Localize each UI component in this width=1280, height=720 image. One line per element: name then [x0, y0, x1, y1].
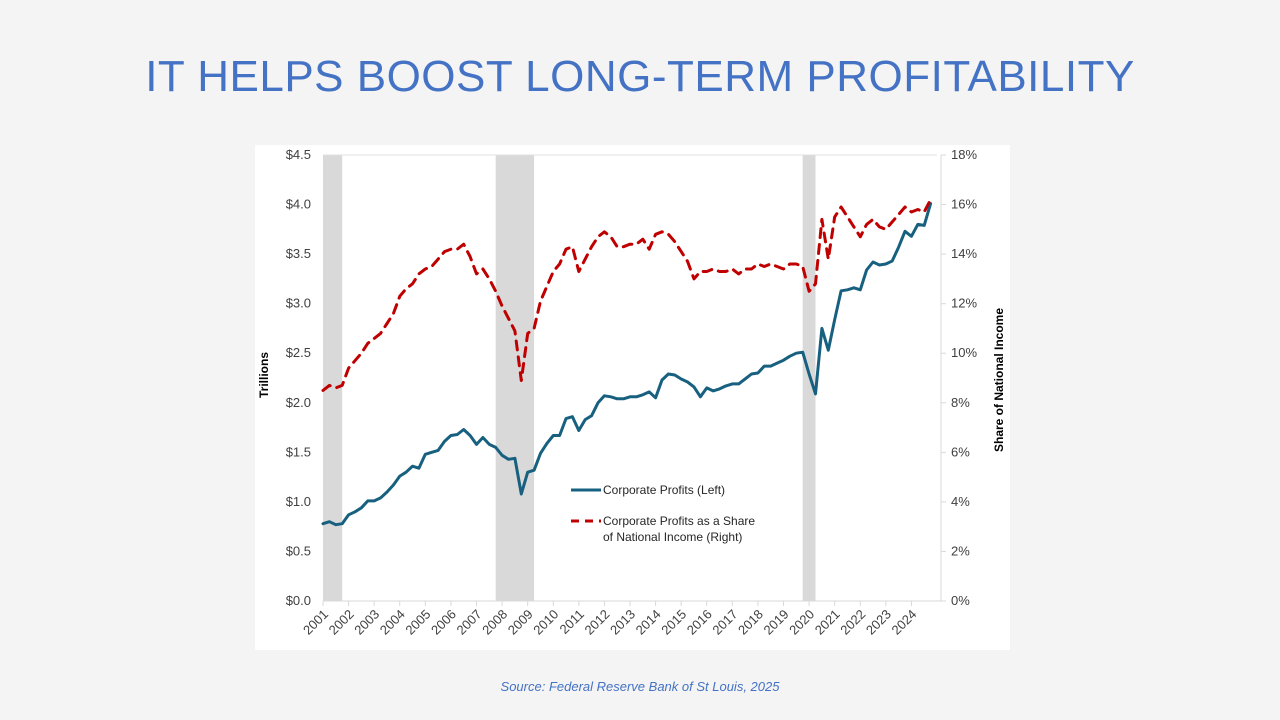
x-tick-label: 2005	[402, 607, 433, 638]
x-tick-label: 2012	[581, 607, 612, 638]
chart-svg: $0.0 $0.5 $1.0 $1.5 $2.0 $2.5 $3.0 $3.5 $4.0 $4.5…	[257, 147, 1006, 638]
x-tick-label: 2018	[735, 607, 766, 638]
x-tick-label: 2011	[557, 607, 587, 637]
left-tick-label: $2.5	[286, 345, 311, 360]
x-tick-label: 2003	[351, 607, 382, 638]
recession-band	[495, 155, 535, 601]
slide-title: IT HELPS BOOST LONG-TERM PROFITABILITY	[145, 52, 1135, 101]
x-tick-label: 2019	[761, 607, 792, 638]
x-tick-label: 2009	[505, 607, 536, 638]
x-tick-label: 2021	[812, 607, 843, 638]
x-tick-label: 2015	[658, 607, 689, 638]
x-tick-label: 2024	[888, 607, 919, 638]
x-tick-label: 2008	[479, 607, 510, 638]
right-tick-label: 0%	[951, 593, 970, 608]
right-tick-label: 14%	[951, 246, 977, 261]
left-tick-label: $4.0	[286, 197, 311, 212]
x-tick-label: 2007	[454, 607, 485, 638]
x-tick-label: 2020	[786, 607, 817, 638]
source-note: Source: Federal Reserve Bank of St Louis…	[500, 679, 780, 694]
right-tick-label: 8%	[951, 395, 970, 410]
left-tick-label: $3.0	[286, 296, 311, 311]
x-tick-label: 2014	[633, 607, 664, 638]
left-axis-ticks: $0.0 $0.5 $1.0 $1.5 $2.0 $2.5 $3.0 $3.5 $4.0 $4.5	[286, 147, 311, 608]
axes	[323, 154, 942, 602]
right-axis-ticks: 0% 2% 4% 6% 8% 10% 12% 14% 16% 18%	[941, 147, 977, 608]
right-tick-label: 6%	[951, 444, 970, 459]
x-tick-label: 2002	[326, 607, 357, 638]
legend-label-profit-share-line2: of National Income (Right)	[603, 530, 742, 544]
x-axis-ticks: 2001200220032004200520062007200820092010…	[300, 601, 920, 638]
right-tick-label: 4%	[951, 494, 970, 509]
left-tick-label: $1.5	[286, 444, 311, 459]
x-tick-label: 2022	[837, 607, 868, 638]
right-tick-label: 10%	[951, 345, 977, 360]
legend: Corporate Profits (Left) Corporate Profi…	[571, 483, 755, 544]
x-tick-label: 2023	[863, 607, 894, 638]
series-line-corporate-profits	[321, 202, 933, 527]
x-tick-label: 2017	[709, 607, 740, 638]
series-lines	[321, 198, 933, 527]
x-tick-label: 2016	[684, 607, 715, 638]
left-tick-label: $0.5	[286, 543, 311, 558]
right-tick-label: 16%	[951, 197, 977, 212]
x-tick-label: 2004	[377, 607, 408, 638]
x-tick-label: 2006	[428, 607, 459, 638]
legend-label-profit-share-line1: Corporate Profits as a Share	[603, 514, 755, 528]
left-tick-label: $0.0	[286, 593, 311, 608]
recession-band	[323, 155, 343, 601]
legend-label-corporate-profits: Corporate Profits (Left)	[603, 483, 725, 497]
chart-container: $0.0 $0.5 $1.0 $1.5 $2.0 $2.5 $3.0 $3.5 $4.0 $4.5…	[255, 145, 1010, 650]
right-tick-label: 18%	[951, 147, 977, 162]
x-tick-label: 2013	[607, 607, 638, 638]
recession-bands	[323, 155, 816, 601]
right-tick-label: 2%	[951, 543, 970, 558]
left-tick-label: $1.0	[286, 494, 311, 509]
left-tick-label: $2.0	[286, 395, 311, 410]
left-tick-label: $4.5	[286, 147, 311, 162]
x-tick-label: 2010	[530, 607, 561, 638]
left-tick-label: $3.5	[286, 246, 311, 261]
right-tick-label: 12%	[951, 296, 977, 311]
x-tick-label: 2001	[300, 607, 331, 638]
right-axis-title: Share of National Income	[992, 308, 1006, 452]
left-axis-title: Trillions	[257, 352, 271, 398]
series-line-profit-share	[321, 198, 933, 392]
